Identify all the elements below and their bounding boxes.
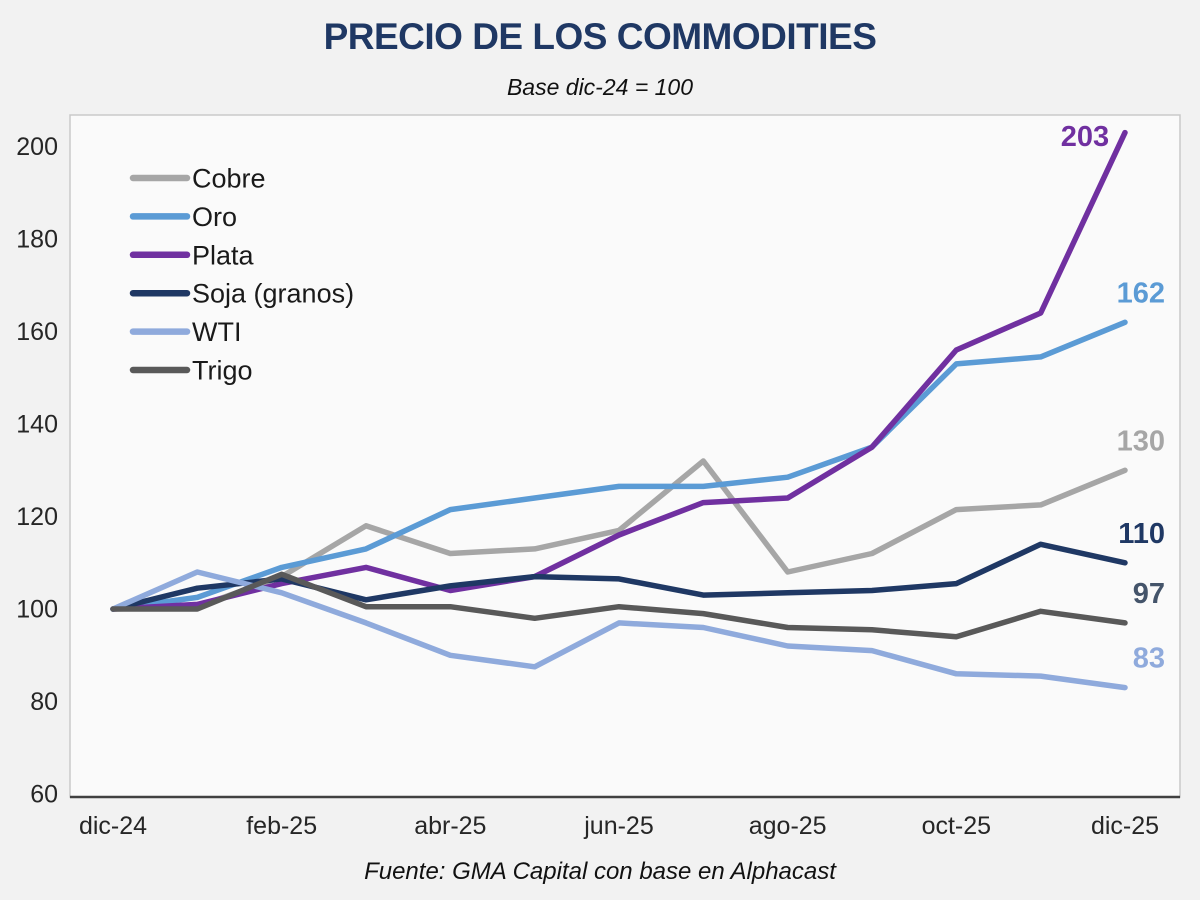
x-axis-tick-label: ago-25: [749, 812, 827, 840]
x-axis-tick-label: oct-25: [922, 812, 991, 840]
series-line-soja-granos: [110, 541, 1128, 612]
end-value-label: 203: [1061, 121, 1109, 153]
end-value-label: 83: [1133, 643, 1165, 675]
chart-subtitle: Base dic-24 = 100: [506, 74, 694, 100]
plot-background: [69, 114, 1181, 798]
end-value-label: 130: [1117, 425, 1165, 457]
chart-source-note: Fuente: GMA Capital con base en Alphacas…: [364, 858, 836, 885]
series-line-oro: [110, 319, 1128, 612]
legend-label: WTI: [192, 317, 241, 347]
y-axis-tick-label: 160: [16, 318, 58, 346]
x-axis-tick-label: dic-24: [79, 812, 147, 840]
y-axis-tick-label: 100: [16, 596, 58, 624]
y-axis-tick-label: 200: [16, 133, 58, 161]
legend-label: Oro: [192, 202, 237, 232]
legend-label: Soja (granos): [192, 279, 354, 309]
x-axis-tick-label: abr-25: [414, 812, 486, 840]
y-axis-tick-label: 80: [30, 688, 58, 716]
y-axis-tick-label: 180: [16, 226, 58, 254]
end-value-label: 97: [1133, 578, 1165, 610]
end-value-label: 110: [1118, 518, 1165, 550]
legend-label: Trigo: [192, 356, 253, 386]
legend-label: Plata: [192, 240, 255, 270]
end-value-label: 162: [1117, 277, 1165, 309]
x-axis-tick-label: feb-25: [246, 812, 317, 840]
series-line-wti: [110, 569, 1128, 691]
y-axis-tick-label: 120: [16, 503, 58, 531]
series-line-plata: [110, 129, 1128, 612]
series-line-trigo: [110, 571, 1128, 640]
y-axis-tick-label: 140: [16, 411, 58, 439]
x-axis-tick-label: dic-25: [1091, 812, 1159, 840]
y-axis-tick-label: 60: [30, 781, 58, 809]
x-axis-tick-label: jun-25: [583, 812, 654, 840]
chart-title: PRECIO DE LOS COMMODITIES: [323, 16, 877, 57]
legend-label: Cobre: [192, 164, 266, 194]
